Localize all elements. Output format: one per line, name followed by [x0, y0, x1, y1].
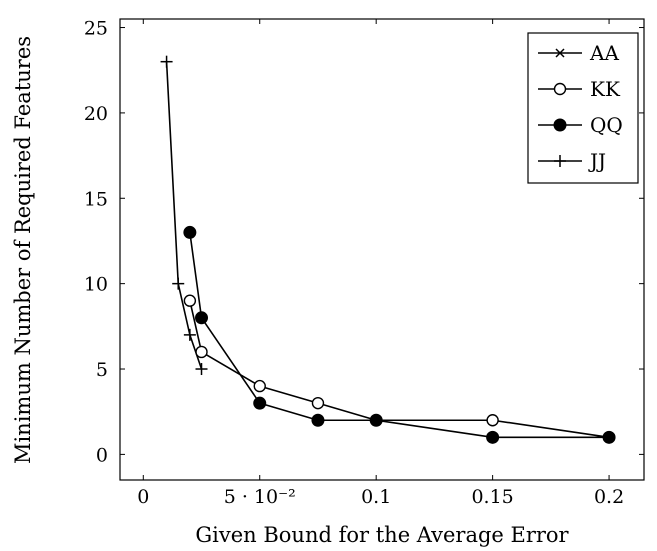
data-point-qq	[253, 396, 267, 410]
x-tick-label: 0.2	[594, 486, 624, 508]
data-point-jj	[183, 328, 196, 341]
x-tick-label: 0.15	[471, 486, 513, 508]
y-tick-label: 0	[96, 444, 108, 466]
series-line-kk	[189, 300, 610, 439]
data-point-jj	[195, 363, 208, 376]
legend-marker-jj	[554, 155, 566, 167]
legend-box	[527, 32, 639, 184]
y-tick-label: 25	[84, 18, 108, 40]
y-tick-label: 15	[84, 188, 108, 210]
data-point-jj	[160, 55, 173, 68]
plot-frame	[119, 18, 645, 481]
y-axis-label: Minimum Number of Required Features	[11, 36, 35, 464]
legend: AA KK QQ JJ	[527, 32, 639, 184]
data-point-qq	[311, 413, 325, 427]
legend-marker-kk	[553, 82, 567, 96]
x-tick-label: 0	[137, 486, 149, 508]
legend-label-aa: AA	[589, 41, 619, 65]
series-line-jj	[165, 61, 203, 370]
y-tick-label: 5	[96, 359, 108, 381]
legend-label-qq: QQ	[590, 113, 623, 137]
data-point-qq	[486, 430, 500, 444]
x-tick-label: 0.1	[361, 486, 391, 508]
data-point-qq	[602, 430, 616, 444]
legend-label-kk: KK	[590, 77, 621, 101]
y-tick-label: 10	[84, 274, 108, 296]
y-tick-label: 20	[84, 103, 108, 125]
legend-marker-aa	[555, 48, 565, 58]
data-point-jj	[172, 277, 185, 290]
data-point-qq	[369, 413, 383, 427]
data-point-kk	[253, 379, 266, 393]
series-line-qq	[189, 232, 610, 439]
data-point-qq	[195, 311, 209, 325]
series-markers	[160, 55, 616, 444]
legend-label-jj: JJ	[588, 149, 606, 173]
axis-ticks: 0 5 · 10⁻² 0.1 0.15 0.2 0 5 10 15 20 25	[84, 18, 644, 508]
data-point-kk	[311, 396, 325, 410]
data-point-kk	[486, 414, 499, 427]
legend-marker-qq	[553, 118, 567, 132]
x-axis-label: Given Bound for the Average Error	[195, 523, 569, 547]
data-point-kk	[195, 345, 208, 359]
x-tick-label: 5 · 10⁻²	[224, 486, 296, 508]
data-point-qq	[183, 225, 197, 239]
data-point-kk	[183, 294, 197, 307]
